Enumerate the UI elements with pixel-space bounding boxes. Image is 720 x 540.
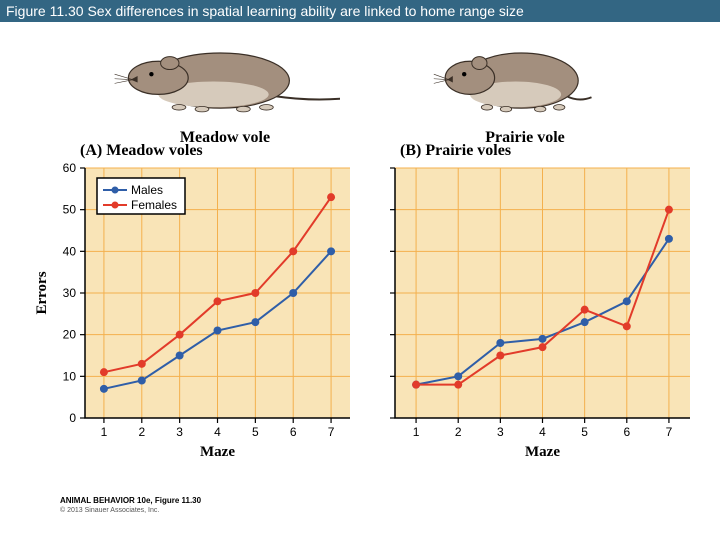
svg-text:Males: Males	[131, 183, 163, 197]
svg-text:5: 5	[252, 425, 259, 439]
meadow-vole-icon	[110, 30, 340, 122]
svg-text:4: 4	[539, 425, 546, 439]
credit-line-2: © 2013 Sinauer Associates, Inc.	[60, 507, 159, 514]
chart-b: 1 2 3 4 5 6 7 Maze	[370, 158, 700, 468]
illustrations-row: Meadow vole Prairie vole	[0, 22, 720, 142]
svg-text:Maze: Maze	[200, 444, 235, 460]
svg-text:2: 2	[455, 425, 462, 439]
svg-text:6: 6	[623, 425, 630, 439]
chart-a-wrap: 0 10 20 30 40 50 60 1 2 3 4 5 6 7 Errors Maze MalesFemal…	[30, 158, 360, 473]
svg-text:30: 30	[63, 286, 77, 300]
svg-text:7: 7	[328, 425, 335, 439]
svg-text:40: 40	[63, 244, 77, 258]
svg-text:0: 0	[69, 411, 76, 425]
prairie-vole-block: Prairie vole	[430, 30, 620, 147]
svg-text:20: 20	[63, 328, 77, 342]
svg-text:3: 3	[176, 425, 183, 439]
svg-text:5: 5	[581, 425, 588, 439]
svg-text:Females: Females	[131, 198, 177, 212]
svg-text:7: 7	[666, 425, 673, 439]
svg-text:Errors: Errors	[34, 271, 50, 314]
meadow-vole-block: Meadow vole	[110, 30, 340, 147]
credit-block: ANIMAL BEHAVIOR 10e, Figure 11.30 © 2013…	[60, 496, 201, 514]
svg-text:6: 6	[290, 425, 297, 439]
svg-text:50: 50	[63, 203, 77, 217]
svg-text:1: 1	[101, 425, 108, 439]
credit-line-1: ANIMAL BEHAVIOR 10e, Figure 11.30	[60, 496, 201, 505]
chart-b-wrap: 1 2 3 4 5 6 7 Maze	[370, 158, 700, 473]
svg-text:1: 1	[413, 425, 420, 439]
figure-title-bar: Figure 11.30 Sex differences in spatial …	[0, 0, 720, 22]
charts-row: (A) Meadow voles (B) Prairie voles 01020…	[0, 142, 720, 482]
svg-text:10: 10	[63, 369, 77, 383]
prairie-vole-icon	[430, 30, 620, 122]
svg-text:4: 4	[214, 425, 221, 439]
svg-text:2: 2	[138, 425, 145, 439]
svg-text:Maze: Maze	[525, 444, 560, 460]
chart-a: 0 10 20 30 40 50 60 1 2 3 4 5 6 7 Errors Maze MalesFemal…	[30, 158, 360, 468]
svg-text:60: 60	[63, 161, 77, 175]
svg-text:3: 3	[497, 425, 504, 439]
